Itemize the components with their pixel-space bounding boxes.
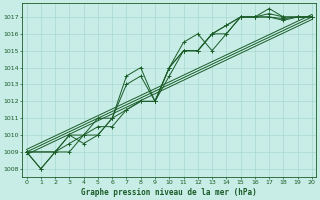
X-axis label: Graphe pression niveau de la mer (hPa): Graphe pression niveau de la mer (hPa) xyxy=(81,188,257,197)
